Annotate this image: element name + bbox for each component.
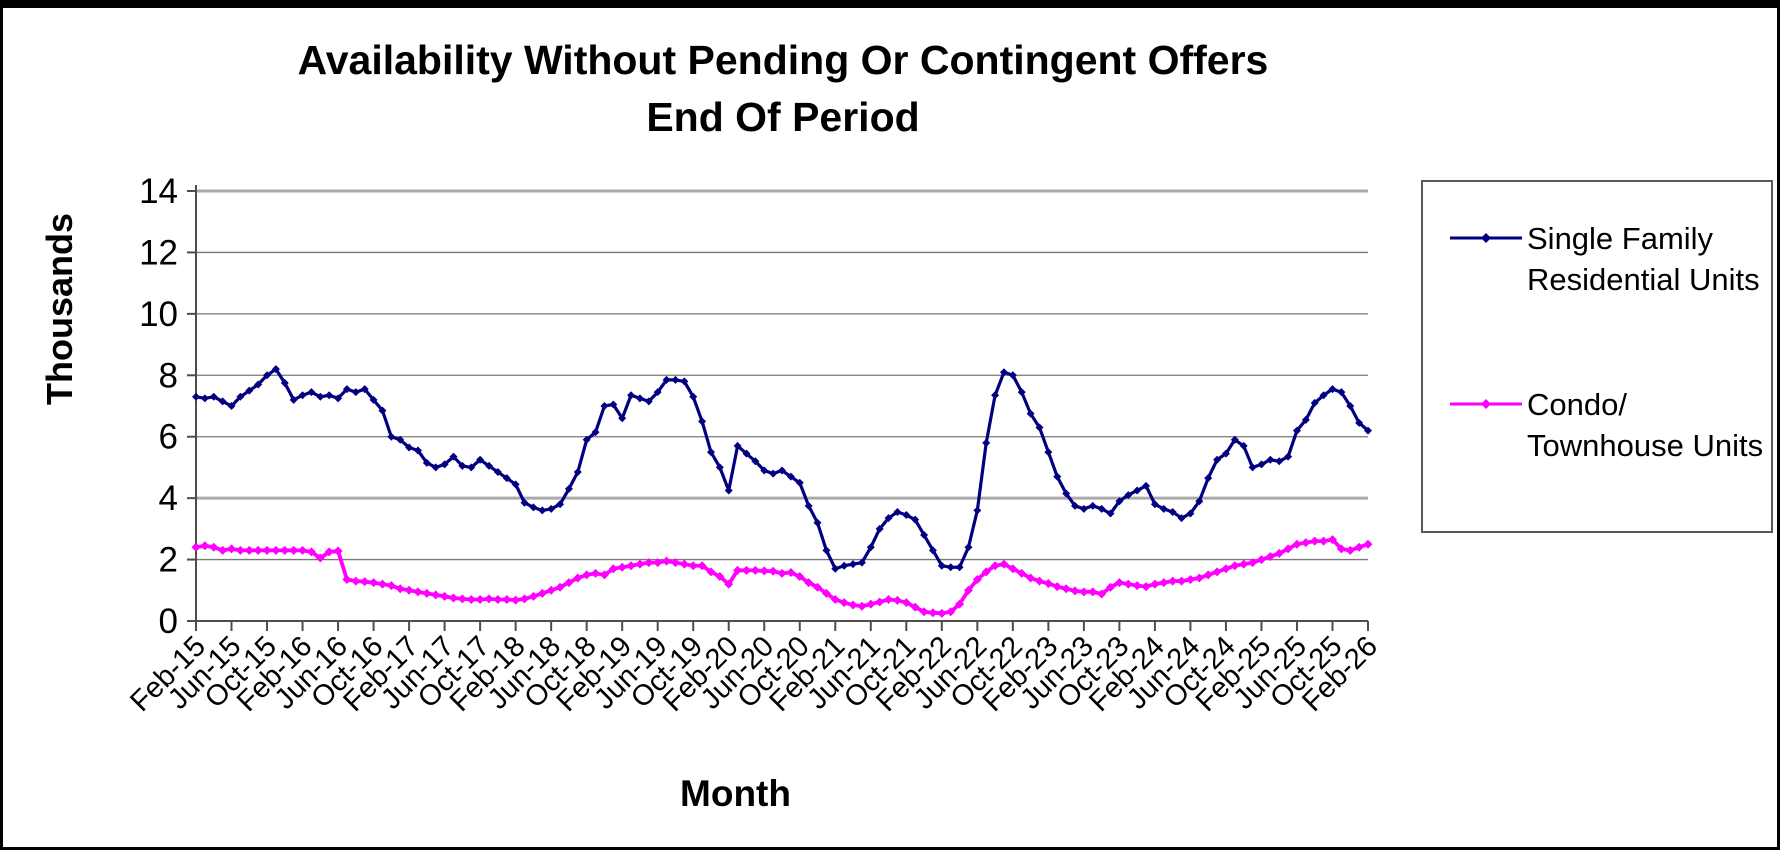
legend-item-condo-townhouse: Condo/ Townhouse Units [1449,384,1771,466]
svg-text:0: 0 [159,602,178,641]
svg-text:8: 8 [159,356,178,395]
svg-text:14: 14 [139,172,178,211]
svg-text:6: 6 [159,418,178,457]
svg-text:2: 2 [159,541,178,580]
svg-text:12: 12 [139,233,178,272]
chart-title-line1: Availability Without Pending Or Continge… [297,37,1269,83]
chart-title: Availability Without Pending Or Continge… [193,32,1373,146]
chart-title-line2: End Of Period [646,94,920,140]
legend: Single Family Residential Units Condo/ T… [1421,180,1773,533]
single-family-line-marker-icon [1450,233,1522,243]
legend-label-single-family: Single Family Residential Units [1527,221,1760,297]
condo-townhouse-line-marker-icon [1450,399,1522,409]
svg-text:4: 4 [159,479,178,518]
svg-text:10: 10 [139,295,178,334]
line-chart-plot-area: 02468101214Feb-15Jun-15Oct-15Feb-16Jun-1… [124,172,1384,718]
x-axis-title: Month [680,773,791,814]
legend-label-condo-townhouse: Condo/ Townhouse Units [1527,387,1764,463]
legend-item-single-family: Single Family Residential Units [1449,218,1771,300]
